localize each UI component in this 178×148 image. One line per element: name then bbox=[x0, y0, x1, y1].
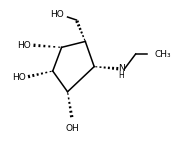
Text: N: N bbox=[118, 64, 124, 73]
Text: H: H bbox=[118, 71, 124, 80]
Text: HO: HO bbox=[50, 10, 64, 18]
Text: HO: HO bbox=[12, 73, 26, 82]
Text: HO: HO bbox=[17, 41, 30, 50]
Text: OH: OH bbox=[65, 124, 79, 132]
Text: CH₃: CH₃ bbox=[155, 50, 171, 58]
